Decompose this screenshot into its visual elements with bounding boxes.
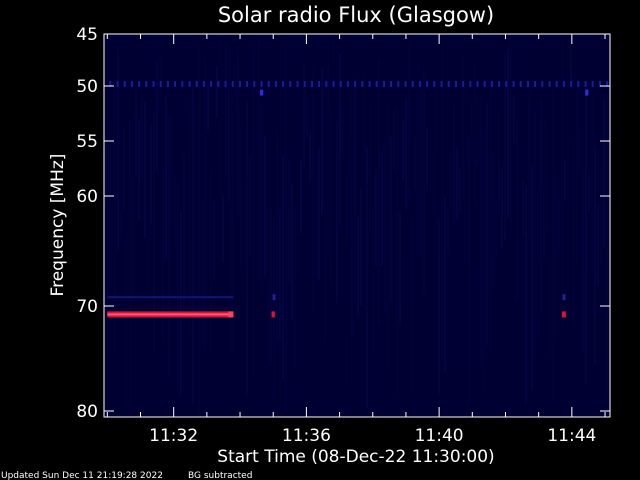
dotted-line-mark (253, 80, 256, 87)
dotted-line-mark (505, 80, 508, 87)
dotted-line-mark (325, 80, 328, 87)
dotted-line-mark (483, 80, 486, 87)
dotted-line-mark (174, 80, 177, 87)
dotted-line-mark (591, 80, 594, 87)
dotted-line-mark (498, 80, 501, 87)
dotted-line-mark (404, 80, 407, 87)
dotted-line-mark (454, 80, 457, 87)
plot-frame (103, 33, 611, 418)
dotted-line-mark (469, 80, 472, 87)
dotted-line-mark (440, 80, 443, 87)
y-tick-label: 50 (76, 77, 98, 97)
dotted-line-mark (123, 80, 126, 87)
dotted-line-mark (145, 80, 148, 87)
dotted-line-mark (354, 80, 357, 87)
dotted-line-mark (368, 80, 371, 87)
dotted-line-mark (433, 80, 436, 87)
dotted-line-mark (181, 80, 184, 87)
dotted-line-mark (130, 80, 133, 87)
dotted-line-mark (274, 80, 277, 87)
dotted-line-mark (346, 80, 349, 87)
y-tick-label: 70 (76, 297, 98, 317)
band-mark (107, 296, 234, 299)
dotted-line-mark (152, 80, 155, 87)
y-tick-label: 55 (76, 132, 98, 152)
dotted-line-mark (375, 80, 378, 87)
blip-mark (272, 294, 276, 301)
dotted-line-mark (397, 80, 400, 87)
dotted-line-mark (224, 80, 227, 87)
dotted-line-mark (584, 80, 587, 87)
x-tick-label: 11:36 (282, 426, 331, 446)
dotted-line-mark (202, 80, 205, 87)
blip-mark (585, 89, 589, 96)
dotted-line-mark (548, 80, 551, 87)
y-tick-label: 80 (76, 402, 98, 422)
dotted-line-mark (490, 80, 493, 87)
y-tick-label: 45 (76, 25, 98, 45)
dotted-line-mark (310, 80, 313, 87)
band-core-mark (107, 313, 234, 316)
dotted-line-mark (570, 80, 573, 87)
dotted-line-mark (361, 80, 364, 87)
x-tick-label: 11:44 (547, 426, 596, 446)
dotted-line-mark (577, 80, 580, 87)
dotted-line-mark (534, 80, 537, 87)
dotted-line-mark (210, 80, 213, 87)
dotted-line-mark (512, 80, 515, 87)
dotted-line-mark (282, 80, 285, 87)
dotted-line-mark (159, 80, 162, 87)
dotted-line-mark (447, 80, 450, 87)
dotted-line-mark (606, 80, 609, 87)
dotted-line-mark (462, 80, 465, 87)
blip-mark (271, 311, 275, 318)
blip-mark (562, 294, 566, 301)
blip-mark (228, 311, 234, 318)
dotted-line-mark (519, 80, 522, 87)
x-tick-label: 11:40 (415, 426, 464, 446)
dotted-line-mark (260, 80, 263, 87)
emission-features (107, 80, 609, 318)
y-tick-label: 60 (76, 187, 98, 207)
dotted-line-mark (382, 80, 385, 87)
dotted-line-mark (526, 80, 529, 87)
dotted-line-mark (267, 80, 270, 87)
dotted-line-mark (318, 80, 321, 87)
dotted-line-mark (339, 80, 342, 87)
x-tick-label: 11:32 (149, 426, 198, 446)
dotted-line-mark (246, 80, 249, 87)
dotted-line-mark (231, 80, 234, 87)
updated-timestamp: Updated Sun Dec 11 21:19:28 2022 (1, 471, 163, 480)
chart-title: Solar radio Flux (Glasgow) (218, 3, 494, 27)
dotted-line-mark (411, 80, 414, 87)
bg-subtracted-note: BG subtracted (188, 471, 252, 480)
dotted-line-mark (217, 80, 220, 87)
dotted-line-mark (418, 80, 421, 87)
dotted-line-mark (109, 80, 112, 87)
dotted-line-mark (166, 80, 169, 87)
dotted-line-mark (555, 80, 558, 87)
dotted-line-mark (289, 80, 292, 87)
dotted-line-mark (426, 80, 429, 87)
blip-mark (561, 311, 566, 318)
dotted-line-mark (541, 80, 544, 87)
dotted-line-mark (598, 80, 601, 87)
dotted-line-mark (476, 80, 479, 87)
x-axis-ticks: 11:32 11:36 11:40 11:44 (106, 34, 606, 446)
dotted-line-mark (116, 80, 119, 87)
dotted-line-mark (390, 80, 393, 87)
dotted-line-mark (332, 80, 335, 87)
blip-mark (259, 89, 264, 96)
dotted-line-mark (562, 80, 565, 87)
dotted-line-mark (188, 80, 191, 87)
dotted-line-mark (238, 80, 241, 87)
dotted-line-mark (303, 80, 306, 87)
x-axis-title: Start Time (08-Dec-22 11:30:00) (217, 447, 494, 467)
y-axis-title: Frequency [MHz] (48, 154, 68, 297)
dotted-line-mark (296, 80, 299, 87)
dotted-line-mark (195, 80, 198, 87)
dotted-line-mark (138, 80, 141, 87)
plot-area (104, 34, 610, 417)
